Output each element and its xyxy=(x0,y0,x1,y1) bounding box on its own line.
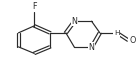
Text: O: O xyxy=(129,36,135,45)
Text: H: H xyxy=(114,30,120,36)
Text: F: F xyxy=(32,2,36,11)
Text: N: N xyxy=(72,17,77,26)
Text: N: N xyxy=(89,43,95,52)
